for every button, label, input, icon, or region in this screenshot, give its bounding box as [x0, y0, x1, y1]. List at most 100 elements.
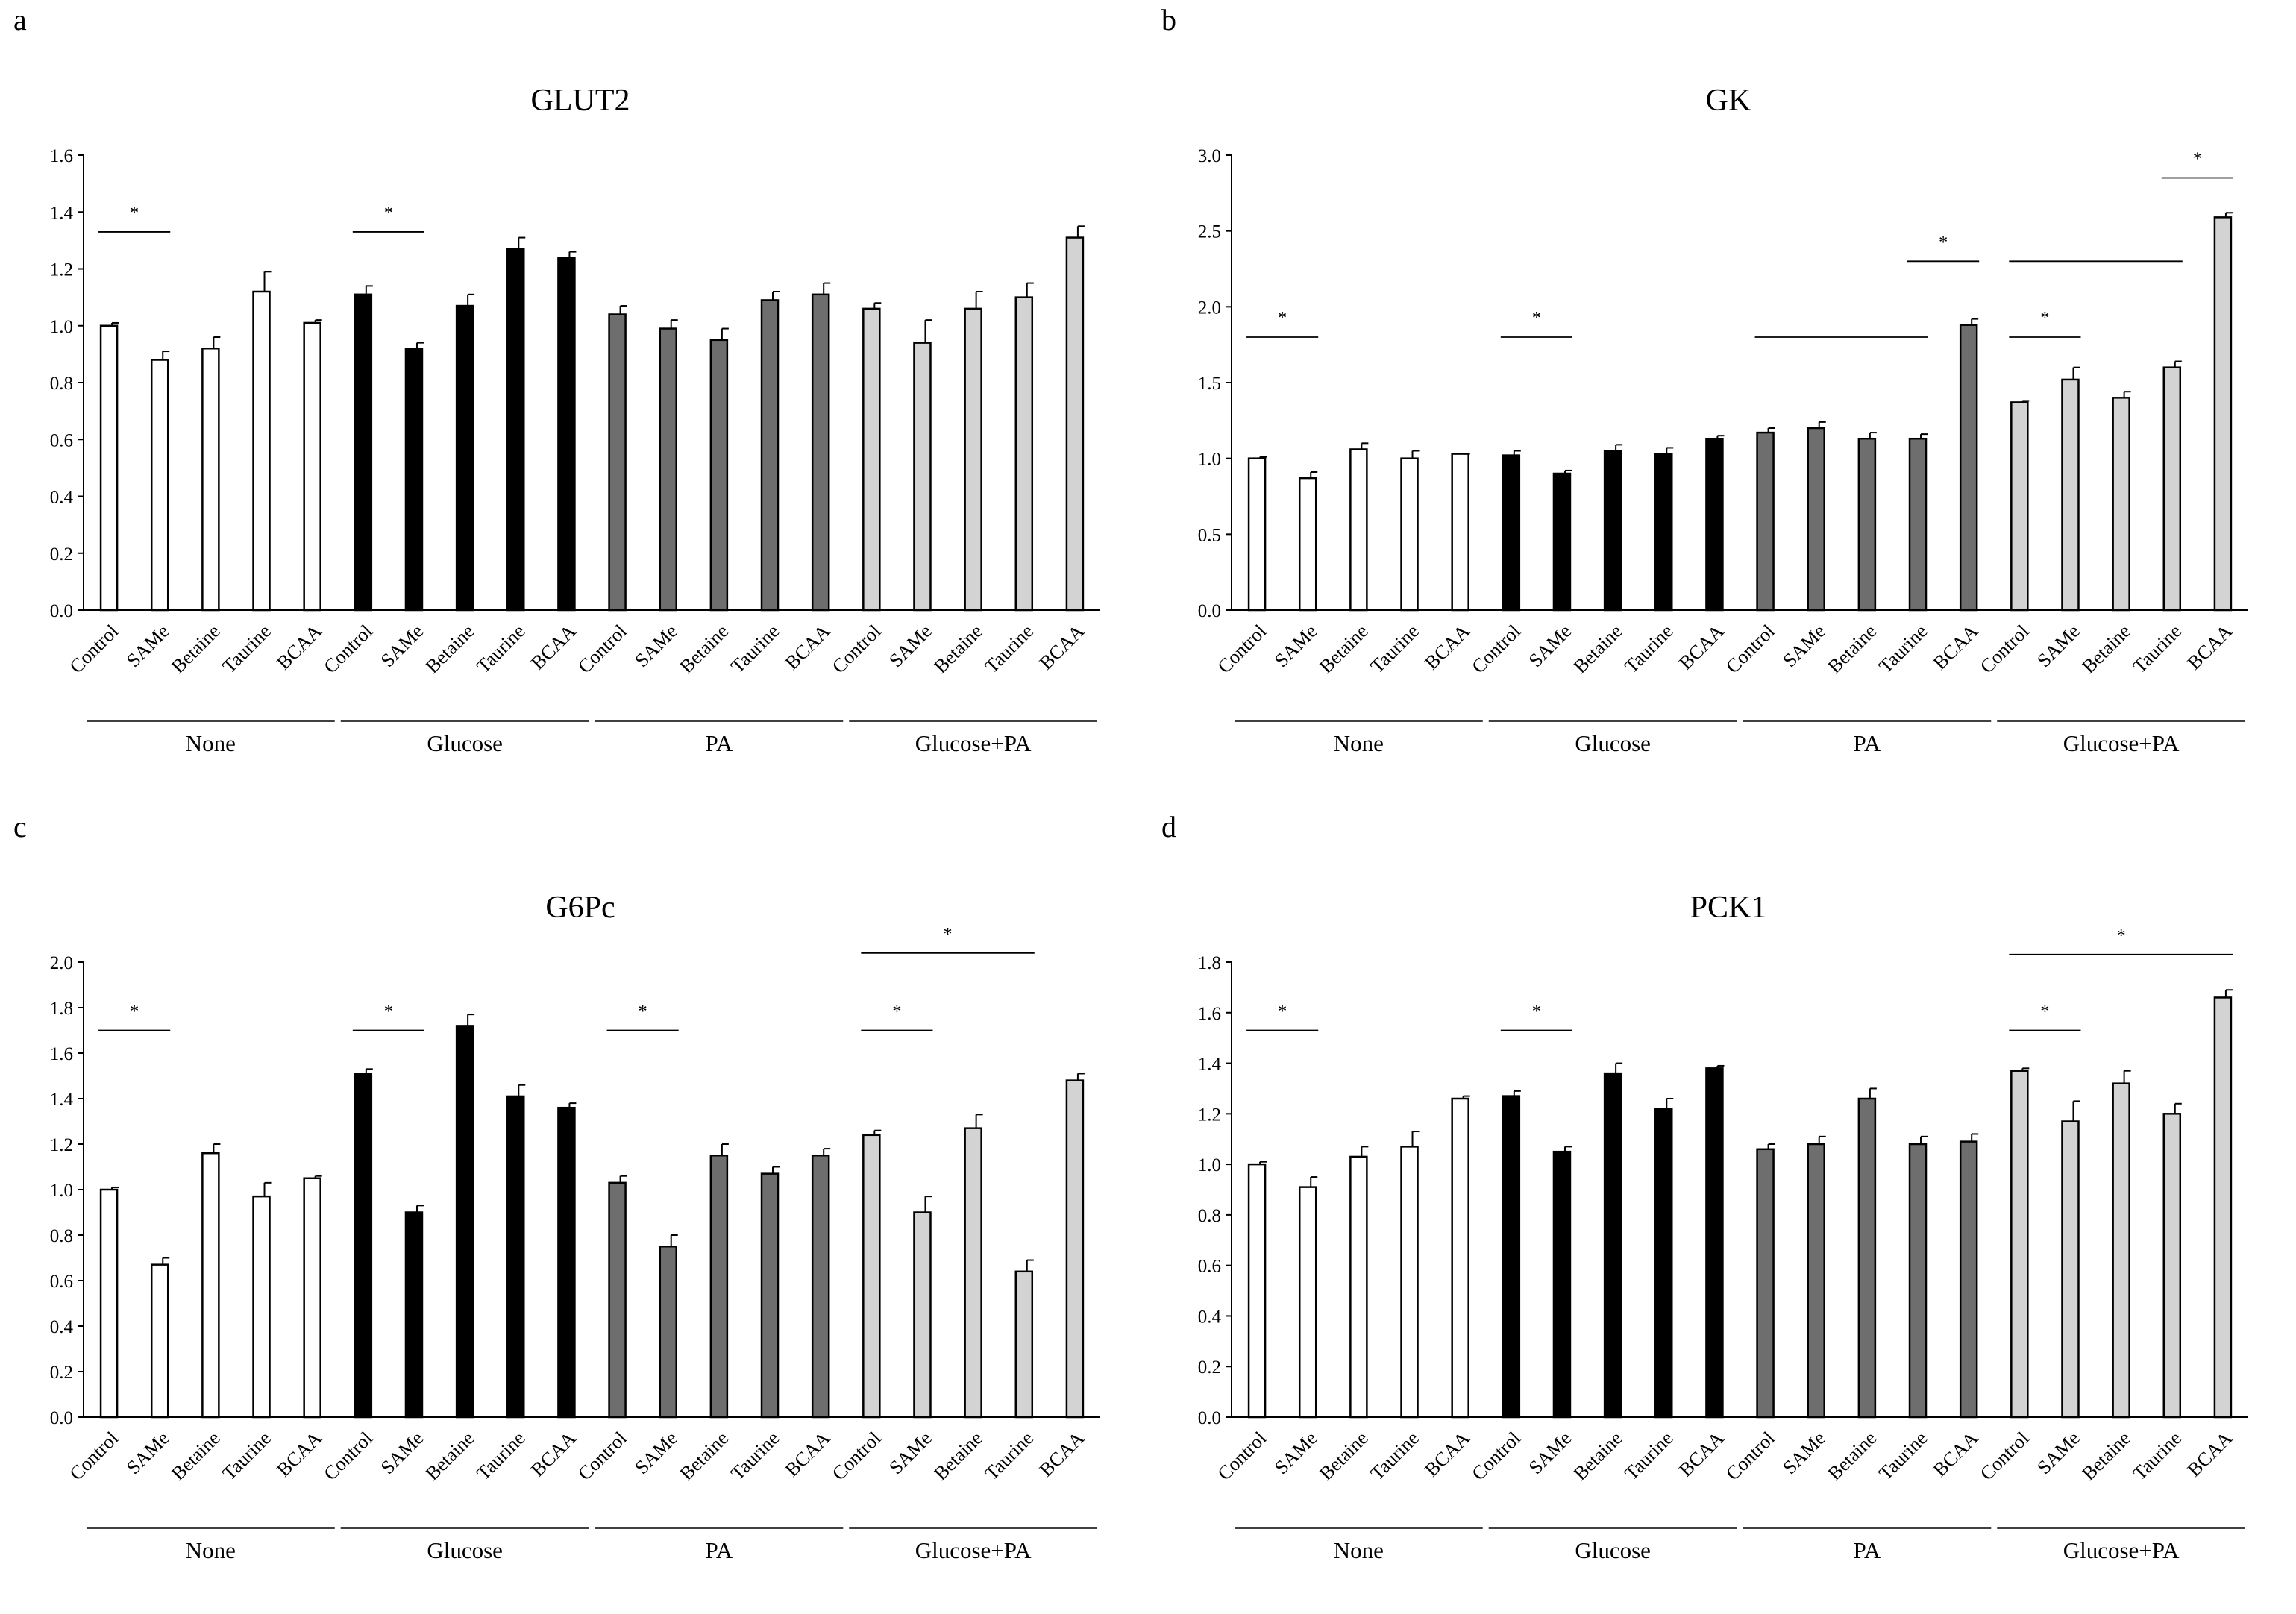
y-tick-label: 1.6 — [50, 146, 73, 166]
bar-none-same — [150, 359, 169, 612]
bar-glucose-same — [1552, 472, 1572, 612]
significance-star: * — [944, 925, 953, 944]
bar-glucose-pa-same — [2061, 378, 2080, 612]
x-category-label: SAMe — [630, 621, 682, 672]
significance-star: * — [2193, 150, 2202, 169]
bar-glucose-pa-bcaa — [2213, 216, 2233, 612]
y-tick-label: 1.0 — [50, 1181, 73, 1201]
bar-none-control — [99, 324, 119, 612]
group-label: None — [1334, 730, 1384, 756]
bar-pa-bcaa — [1959, 324, 1978, 612]
panel-label: d — [1161, 810, 1176, 844]
significance-star: * — [2040, 309, 2049, 328]
significance-star: * — [2117, 926, 2126, 946]
x-category-label: BCAA — [527, 1428, 580, 1481]
bar-glucose-control — [354, 1073, 373, 1419]
x-category-label: SAMe — [885, 621, 936, 672]
x-category-label: BCAA — [1929, 1428, 1983, 1481]
y-tick-label: 1.4 — [1198, 1055, 1222, 1075]
y-tick-label: 0.0 — [50, 1408, 73, 1428]
bar-pa-control — [1756, 1148, 1775, 1419]
y-tick-label: 0.6 — [50, 1272, 73, 1292]
bar-pa-same — [1807, 427, 1825, 612]
x-category-label: SAMe — [377, 1428, 428, 1479]
significance-star: * — [1532, 1002, 1541, 1022]
x-category-label: BCAA — [781, 621, 835, 674]
x-category-label: Taurine — [981, 621, 1038, 677]
chart-svg-a: a GLUT2 0.0 0.2 0.4 0.6 0.8 1.0 1.2 1.4 1.6 Control… — [13, 3, 1100, 756]
bar-glucose-pa-taurine — [1014, 296, 1034, 612]
x-category-label: SAMe — [122, 1428, 174, 1479]
bar-pa-betaine — [1857, 1097, 1877, 1419]
bar-none-taurine — [252, 1195, 271, 1419]
bar-glucose-taurine — [1654, 453, 1673, 612]
group-label: PA — [705, 1537, 733, 1563]
y-tick-label: 1.0 — [1198, 450, 1221, 470]
x-category-label: Control — [1467, 621, 1525, 678]
y-tick-label: 0.5 — [1198, 525, 1221, 545]
bar-none-taurine — [252, 290, 271, 612]
bar-glucose-bcaa — [1705, 437, 1724, 612]
x-category-label: Betaine — [1823, 621, 1881, 678]
x-category-label: BCAA — [1035, 621, 1089, 674]
group-label: Glucose — [1575, 1537, 1651, 1563]
x-category-label: SAMe — [885, 1428, 936, 1479]
x-category-label: Control — [66, 621, 123, 678]
bar-glucose-pa-taurine — [2162, 366, 2182, 612]
significance-star: * — [130, 1002, 139, 1022]
bar-glucose-pa-control — [2010, 401, 2029, 612]
x-category-label: Taurine — [472, 621, 529, 677]
x-category-label: Taurine — [981, 1428, 1038, 1484]
y-tick-label: 0.0 — [1198, 601, 1221, 621]
y-tick-label: 0.6 — [50, 430, 73, 450]
bar-glucose-pa-betaine — [964, 1127, 982, 1419]
bar-glucose-pa-same — [2061, 1120, 2080, 1419]
y-tick-label: 3.0 — [1198, 146, 1221, 166]
x-category-label: Taurine — [1875, 1428, 1931, 1484]
chart-svg-c: c G6Pc 0.0 0.2 0.4 0.6 0.8 1.0 1.2 1.4 1.6 1.8 2.0 Co… — [13, 810, 1100, 1563]
bar-glucose-control — [354, 293, 373, 612]
x-category-label: Taurine — [1366, 621, 1423, 677]
x-category-label: Taurine — [2129, 621, 2186, 677]
bar-pa-bcaa — [811, 1155, 830, 1419]
bar-glucose-pa-taurine — [1014, 1270, 1034, 1419]
y-tick-label: 0.4 — [50, 488, 74, 508]
bar-glucose-same — [404, 1211, 424, 1419]
bar-glucose-same — [1552, 1150, 1572, 1419]
x-category-label: BCAA — [527, 621, 580, 674]
panel-label: a — [13, 3, 27, 37]
chart-title: GK — [1706, 84, 1751, 118]
group-label: Glucose+PA — [2063, 1537, 2180, 1563]
chart-title: G6Pc — [545, 891, 615, 925]
bar-glucose-pa-control — [862, 307, 881, 612]
significance-star: * — [1278, 309, 1287, 328]
bar-none-same — [1298, 1186, 1317, 1419]
significance-star: * — [384, 1002, 393, 1022]
bar-pa-control — [1756, 431, 1775, 612]
bar-glucose-pa-same — [913, 1211, 932, 1419]
y-tick-label: 1.2 — [1198, 1105, 1221, 1125]
group-label: Glucose — [427, 1537, 503, 1563]
x-category-label: Betaine — [1315, 621, 1373, 678]
bar-pa-taurine — [1908, 437, 1928, 612]
x-category-label: Control — [319, 1428, 377, 1485]
bar-pa-betaine — [709, 339, 729, 612]
x-category-label: Betaine — [167, 621, 225, 678]
bar-glucose-pa-control — [862, 1134, 881, 1419]
bar-pa-control — [608, 313, 627, 612]
x-category-label: Control — [1722, 1428, 1779, 1485]
x-category-label: Betaine — [675, 621, 733, 678]
x-category-label: SAMe — [1270, 621, 1322, 672]
x-category-label: BCAA — [272, 621, 326, 674]
x-category-label: Betaine — [421, 621, 479, 678]
x-category-label: Control — [574, 621, 631, 678]
y-tick-label: 1.8 — [50, 999, 73, 1019]
x-category-label: BCAA — [1420, 1428, 1474, 1481]
x-category-label: Betaine — [2077, 621, 2135, 678]
bar-glucose-pa-bcaa — [1065, 1079, 1085, 1419]
significance-star: * — [384, 204, 393, 223]
x-category-label: SAMe — [1778, 1428, 1830, 1479]
y-tick-label: 0.6 — [1198, 1257, 1221, 1277]
group-label: None — [1334, 1537, 1384, 1563]
x-category-label: Control — [574, 1428, 631, 1485]
